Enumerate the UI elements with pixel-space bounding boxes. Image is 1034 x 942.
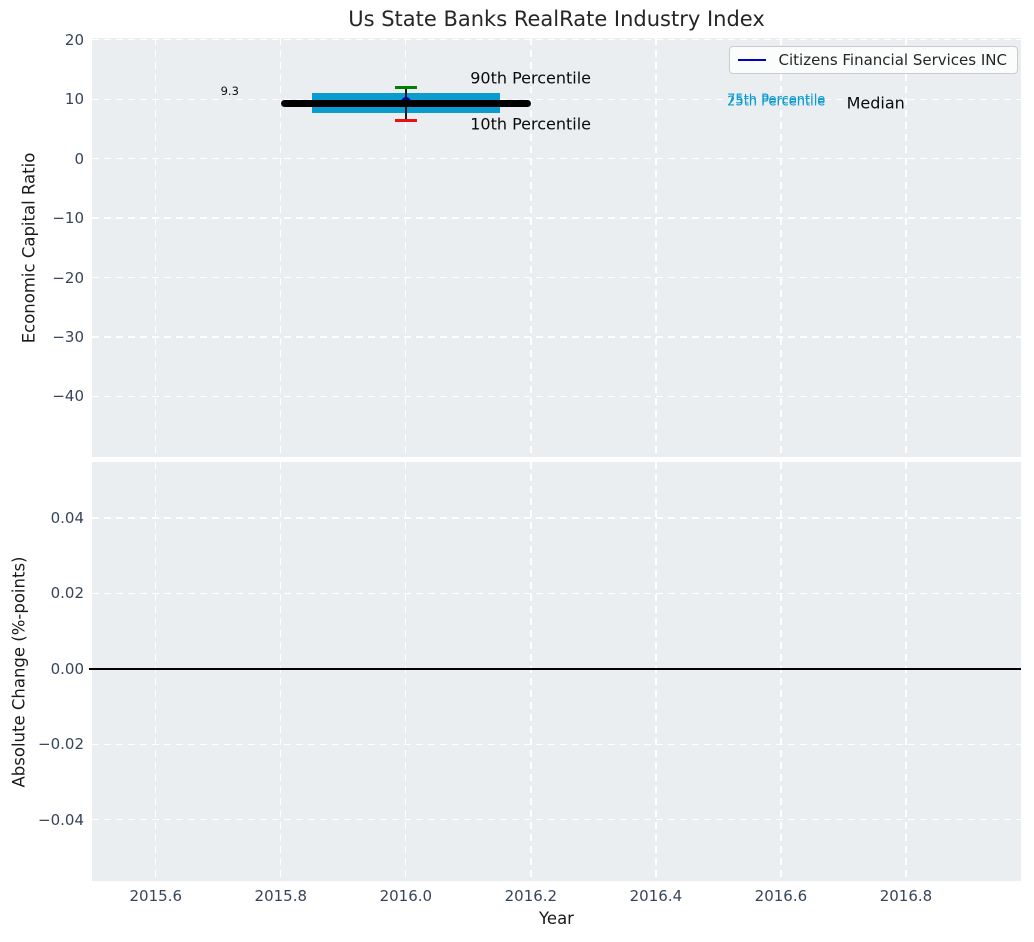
y-axis-label-top: Economic Capital Ratio	[19, 152, 39, 343]
gridline-horizontal	[92, 39, 1021, 41]
errorbar-cap-10th	[394, 119, 417, 123]
gridline-vertical	[530, 462, 532, 881]
gridline-horizontal	[92, 157, 1021, 160]
gridline-vertical	[280, 38, 282, 457]
annotation: 25th Percentile	[727, 94, 826, 110]
x-tick-label: 2016.4	[629, 887, 683, 905]
annotation: 9.3	[220, 83, 239, 98]
annotation: Median	[846, 93, 905, 113]
gridline-vertical	[530, 38, 532, 457]
gridline-horizontal	[92, 276, 1021, 279]
x-tick-label: 2016.2	[504, 887, 558, 905]
gridline-vertical	[905, 462, 907, 881]
annotation: 10th Percentile	[470, 114, 592, 134]
gridline-vertical	[780, 462, 782, 881]
legend-line-sample	[737, 58, 766, 62]
gridline-horizontal	[92, 517, 1021, 519]
gridline-vertical	[280, 462, 282, 881]
y-tick-label: 0.04	[50, 508, 84, 527]
axes-economic-capital-ratio: Citizens Financial Services INC 9.3 90th …	[92, 38, 1021, 457]
x-tick-label: 2015.6	[129, 887, 183, 905]
x-tick-label: 2015.8	[254, 887, 308, 905]
legend: Citizens Financial Services INC	[728, 46, 1018, 74]
gridline-vertical	[405, 38, 407, 457]
x-tick-label: 2016.8	[879, 887, 933, 905]
y-tick-label: 0	[74, 149, 84, 168]
gridline-vertical	[655, 462, 657, 881]
y-tick-label: −20	[52, 268, 84, 287]
axes-absolute-change	[89, 462, 1021, 881]
gridline-horizontal	[92, 98, 1021, 100]
chart-title: Us State Banks RealRate Industry Index	[348, 7, 765, 31]
y-tick-label: 10	[64, 90, 84, 109]
legend-label: Citizens Financial Services INC	[778, 51, 1007, 69]
errorbar-cap-90th	[394, 85, 417, 89]
gridline-horizontal	[92, 217, 1021, 219]
y-tick-label: −40	[52, 387, 84, 406]
gridline-horizontal	[92, 395, 1021, 398]
annotation: 75th Percentile	[727, 92, 826, 108]
gridline-horizontal	[92, 819, 1021, 821]
y-tick-label: −30	[52, 327, 84, 346]
y-tick-label: 0.00	[50, 659, 84, 678]
gridline-vertical	[155, 462, 157, 881]
y-tick-label: 0.02	[50, 584, 84, 603]
gridline-horizontal	[92, 743, 1021, 745]
median-line	[280, 99, 531, 108]
x-tick-label: 2016.6	[754, 887, 808, 905]
gridline-vertical	[905, 38, 907, 457]
gridline-vertical	[780, 38, 782, 457]
annotation: 90th Percentile	[470, 68, 592, 88]
gridline-vertical	[655, 38, 657, 457]
zero-reference-line	[89, 667, 1021, 670]
x-tick-label: 2016.0	[379, 887, 433, 905]
gridline-horizontal	[92, 592, 1021, 594]
y-tick-label: −0.04	[38, 810, 84, 829]
y-tick-label: −0.02	[38, 735, 84, 754]
gridline-vertical	[405, 462, 407, 881]
y-tick-label: −10	[52, 209, 84, 228]
gridline-horizontal	[92, 336, 1021, 338]
y-tick-label: 20	[64, 30, 84, 49]
x-axis-label: Year	[539, 909, 574, 928]
gridline-vertical	[155, 38, 157, 457]
